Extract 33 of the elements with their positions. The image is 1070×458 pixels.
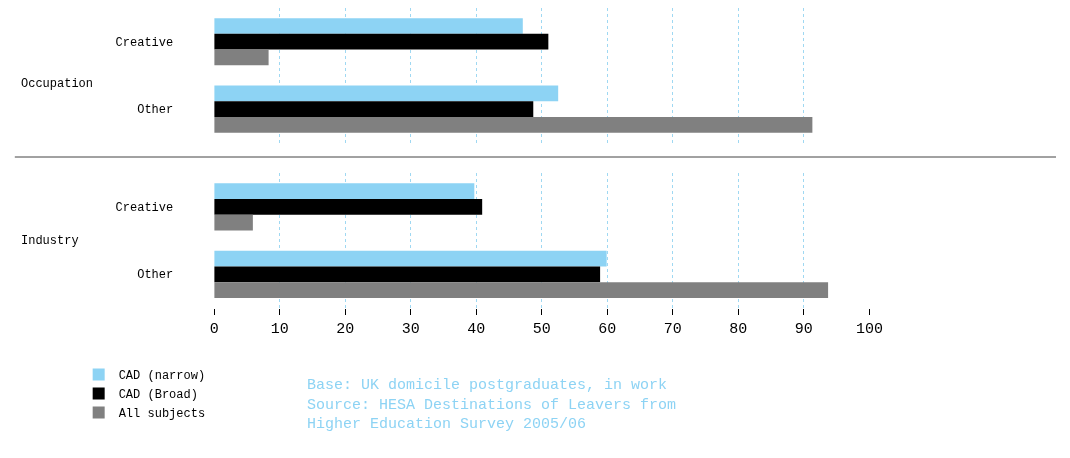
y-tick-label: Creative [115, 200, 174, 215]
text: Base: UK domicile postgraduates, in work Source: HESA Destinations of Leavers from Higher Education Survey 2005/06 [307, 377, 677, 433]
bar [214, 183, 475, 199]
y-axis-title: Occupation [21, 77, 94, 91]
x-tick-label: 0 [209, 321, 219, 338]
legend-label: All subjects [118, 407, 206, 422]
bar [214, 101, 534, 118]
x-tick-label: 80 [729, 321, 748, 338]
bar [214, 214, 253, 231]
bar [214, 18, 523, 34]
bar [214, 117, 813, 133]
x-tick-label: 30 [401, 321, 420, 338]
y-tick-label: Creative [115, 35, 174, 50]
bar [214, 266, 601, 283]
bar [214, 33, 549, 50]
y-axis-title: Industry [21, 234, 79, 248]
bar [214, 250, 607, 267]
x-tick-label: 40 [467, 321, 486, 338]
x-tick-label: 100 [855, 321, 883, 338]
bar [214, 282, 829, 298]
legend-label: CAD (Broad) [118, 388, 198, 403]
x-tick-label: 20 [336, 321, 355, 338]
y-tick-label: Other [137, 268, 174, 283]
x-tick-label: 10 [270, 321, 289, 338]
x-tick-label: 70 [663, 321, 682, 338]
x-tick-label: 60 [598, 321, 617, 338]
bar [214, 198, 483, 215]
x-tick-label: 90 [794, 321, 813, 338]
bar [214, 85, 559, 102]
x-tick-label: 50 [532, 321, 551, 338]
y-tick-label: Other [137, 103, 174, 118]
legend-label: CAD (narrow) [118, 369, 206, 384]
bar [214, 49, 269, 66]
